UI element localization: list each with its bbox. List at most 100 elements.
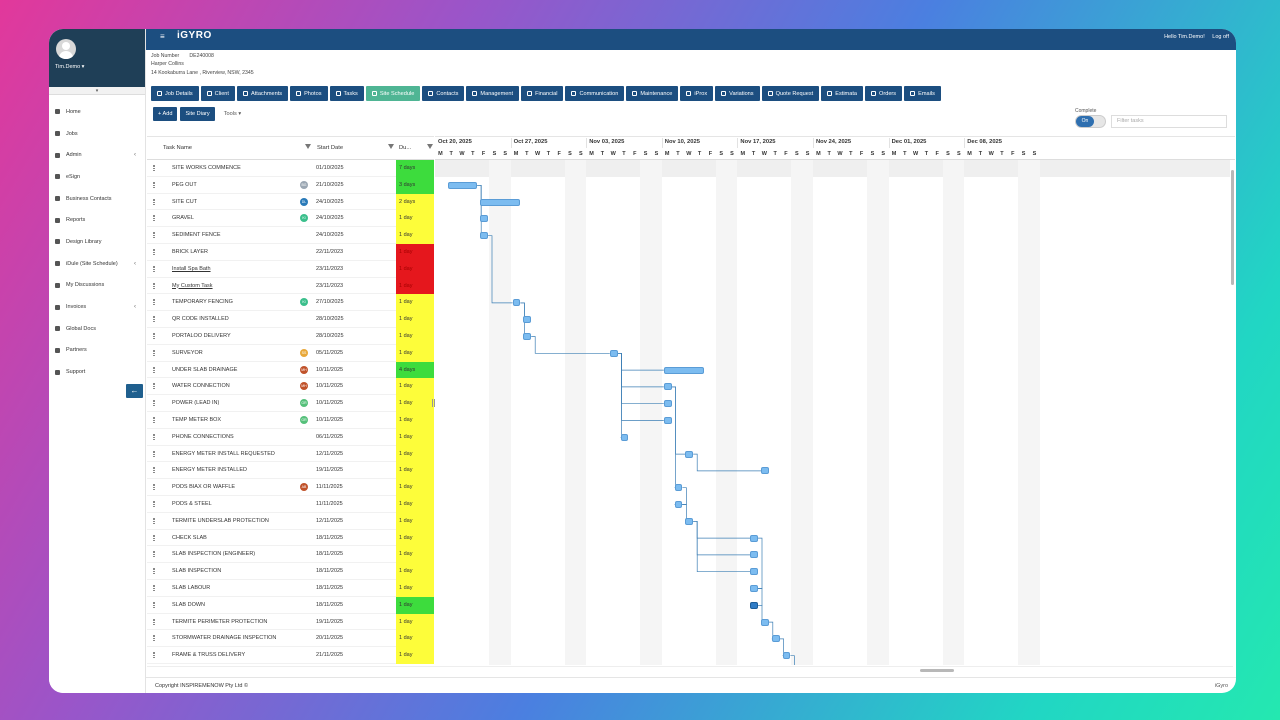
avatar[interactable] xyxy=(56,39,76,59)
gantt-task-bar[interactable] xyxy=(750,534,758,542)
filter-icon[interactable] xyxy=(305,144,311,150)
logout-link[interactable]: Log off xyxy=(1212,34,1229,40)
gantt-task-bar[interactable] xyxy=(480,215,488,223)
tab[interactable]: Variations xyxy=(715,86,760,101)
task-row[interactable]: QR CODE INSTALLED 28/10/2025 1 day xyxy=(147,311,434,328)
tab[interactable]: Estimata xyxy=(821,86,863,101)
drag-handle-icon[interactable] xyxy=(153,500,155,507)
scroll-thumb[interactable] xyxy=(1231,170,1234,285)
gantt-task-bar[interactable] xyxy=(750,601,758,609)
task-name[interactable]: TERMITE PERIMETER PROTECTION xyxy=(172,618,268,625)
sidebar-item[interactable]: eSign xyxy=(49,166,145,188)
task-row[interactable]: UNDER SLAB DRAINAGE MH 10/11/2025 4 days xyxy=(147,361,434,379)
task-row[interactable]: PORTALOO DELIVERY 28/10/2025 1 day xyxy=(147,327,434,345)
tools-dropdown[interactable]: Tools ▾ xyxy=(223,111,242,117)
scroll-thumb[interactable] xyxy=(920,669,954,672)
task-row[interactable]: ENERGY METER INSTALL REQUESTED 12/11/2025… xyxy=(147,445,434,463)
gantt-task-bar[interactable] xyxy=(674,501,683,508)
task-row[interactable]: TERMITE UNDERSLAB PROTECTION 12/11/2025 1 … xyxy=(147,512,434,530)
sidebar-item[interactable]: Reports xyxy=(49,209,145,231)
drag-handle-icon[interactable] xyxy=(153,484,155,491)
drag-handle-icon[interactable] xyxy=(153,366,155,373)
filter-icon[interactable] xyxy=(388,144,394,150)
task-name[interactable]: PHONE CONNECTIONS xyxy=(172,433,234,440)
task-row[interactable]: SITE WORKS COMMENCE 01/10/2025 7 days xyxy=(147,160,434,177)
drag-handle-icon[interactable] xyxy=(153,551,155,558)
gantt-task-bar[interactable] xyxy=(771,635,780,643)
task-name[interactable]: SLAB INSPECTION xyxy=(172,568,222,575)
tab[interactable]: Client xyxy=(200,86,235,101)
task-name[interactable]: SITE CUT xyxy=(172,198,198,205)
task-row[interactable]: Install Spa Bath 23/11/2023 1 day xyxy=(147,260,434,278)
tab[interactable]: Tasks xyxy=(329,86,364,101)
sidebar-item[interactable]: Jobs xyxy=(49,123,145,145)
col-task-name[interactable]: Task Name xyxy=(163,145,192,151)
sidebar-item[interactable]: iDule (Site Schedule) ‹ xyxy=(49,253,145,275)
drag-handle-icon[interactable] xyxy=(153,652,155,659)
gantt-task-bar[interactable] xyxy=(663,383,672,391)
sidebar-item[interactable]: My Discussions xyxy=(49,275,145,297)
task-row[interactable]: SLAB DOWN 18/11/2025 1 day xyxy=(147,596,434,614)
tab[interactable]: Orders xyxy=(865,86,903,101)
task-row[interactable]: ENERGY METER INSTALLED 19/11/2025 1 day xyxy=(147,462,434,480)
chevron-down-icon[interactable]: ▾ xyxy=(49,87,145,95)
col-duration[interactable]: Du... xyxy=(399,145,412,151)
gantt-task-bar[interactable] xyxy=(663,400,672,408)
task-row[interactable]: FRAME & TRUSS DELIVERY 21/11/2025 1 day xyxy=(147,647,434,664)
gantt-task-bar[interactable] xyxy=(663,366,704,374)
task-name[interactable]: STORMWATER DRAINAGE INSPECTION xyxy=(172,635,277,642)
task-name[interactable]: QR CODE INSTALLED xyxy=(172,316,229,323)
gantt-task-bar[interactable] xyxy=(480,232,488,240)
drag-handle-icon[interactable] xyxy=(153,383,155,390)
drag-handle-icon[interactable] xyxy=(153,467,155,474)
sidebar-item[interactable]: Partners xyxy=(49,340,145,362)
task-row[interactable]: PODS BIAX OR WAFFLE AB 11/11/2025 1 day xyxy=(147,479,434,496)
gantt-task-bar[interactable] xyxy=(523,333,532,340)
drag-handle-icon[interactable] xyxy=(153,568,155,575)
drag-handle-icon[interactable] xyxy=(153,400,155,407)
menu-icon[interactable]: ≡ xyxy=(160,32,165,41)
task-row[interactable]: BRICK LAYER 22/11/2023 1 day xyxy=(147,243,434,261)
task-name[interactable]: TEMP METER BOX xyxy=(172,416,222,423)
tab[interactable]: Attachments xyxy=(236,86,289,101)
drag-handle-icon[interactable] xyxy=(153,534,155,541)
col-start-date[interactable]: Start Date xyxy=(317,145,344,151)
horizontal-scrollbar[interactable] xyxy=(147,666,1233,674)
task-name[interactable]: PODS & STEEL xyxy=(172,500,212,507)
drag-handle-icon[interactable] xyxy=(153,433,155,440)
collapse-sidebar-button[interactable]: ← xyxy=(126,384,143,398)
task-row[interactable]: SLAB LABOUR 18/11/2025 1 day xyxy=(147,579,434,597)
task-name[interactable]: TERMITE UNDERSLAB PROTECTION xyxy=(172,517,269,524)
gantt-task-bar[interactable] xyxy=(674,484,683,492)
task-row[interactable]: STORMWATER DRAINAGE INSPECTION 20/11/2025… xyxy=(147,630,434,648)
task-name[interactable]: UNDER SLAB DRAINAGE xyxy=(172,366,238,373)
task-row[interactable]: SITE CUT DL 24/10/2025 2 days xyxy=(147,193,434,211)
drag-handle-icon[interactable] xyxy=(153,635,155,642)
add-task-button[interactable]: + Add xyxy=(153,107,178,121)
drag-handle-icon[interactable] xyxy=(153,584,155,591)
sidebar-item[interactable]: Invoices ‹ xyxy=(49,296,145,318)
gantt-task-bar[interactable] xyxy=(523,316,532,324)
drag-handle-icon[interactable] xyxy=(153,232,155,239)
task-row[interactable]: WATER CONNECTION MH 10/11/2025 1 day xyxy=(147,378,434,396)
gantt-task-bar[interactable] xyxy=(512,299,521,307)
task-name[interactable]: SITE WORKS COMMENCE xyxy=(172,165,241,171)
tab[interactable]: Photos xyxy=(290,86,328,101)
splitter-handle[interactable] xyxy=(432,399,435,407)
drag-handle-icon[interactable] xyxy=(153,165,155,171)
task-row[interactable]: SURVEYOR SS 05/11/2025 1 day xyxy=(147,344,434,362)
task-name[interactable]: SURVEYOR xyxy=(172,349,203,356)
task-row[interactable]: SEDIMENT FENCE 24/10/2025 1 day xyxy=(147,227,434,244)
drag-handle-icon[interactable] xyxy=(153,265,155,272)
drag-handle-icon[interactable] xyxy=(153,198,155,205)
task-name[interactable]: SLAB LABOUR xyxy=(172,584,211,591)
drag-handle-icon[interactable] xyxy=(153,450,155,457)
gantt-task-bar[interactable] xyxy=(480,198,521,206)
task-row[interactable]: CHECK SLAB 18/11/2025 1 day xyxy=(147,529,434,547)
task-name[interactable]: ENERGY METER INSTALL REQUESTED xyxy=(172,450,275,457)
task-name[interactable]: WATER CONNECTION xyxy=(172,383,230,390)
filter-icon[interactable] xyxy=(427,144,433,150)
task-row[interactable]: PHONE CONNECTIONS 06/11/2025 1 day xyxy=(147,428,434,446)
gantt-task-bar[interactable] xyxy=(761,467,769,475)
sidebar-item[interactable]: Admin ‹ xyxy=(49,144,145,166)
